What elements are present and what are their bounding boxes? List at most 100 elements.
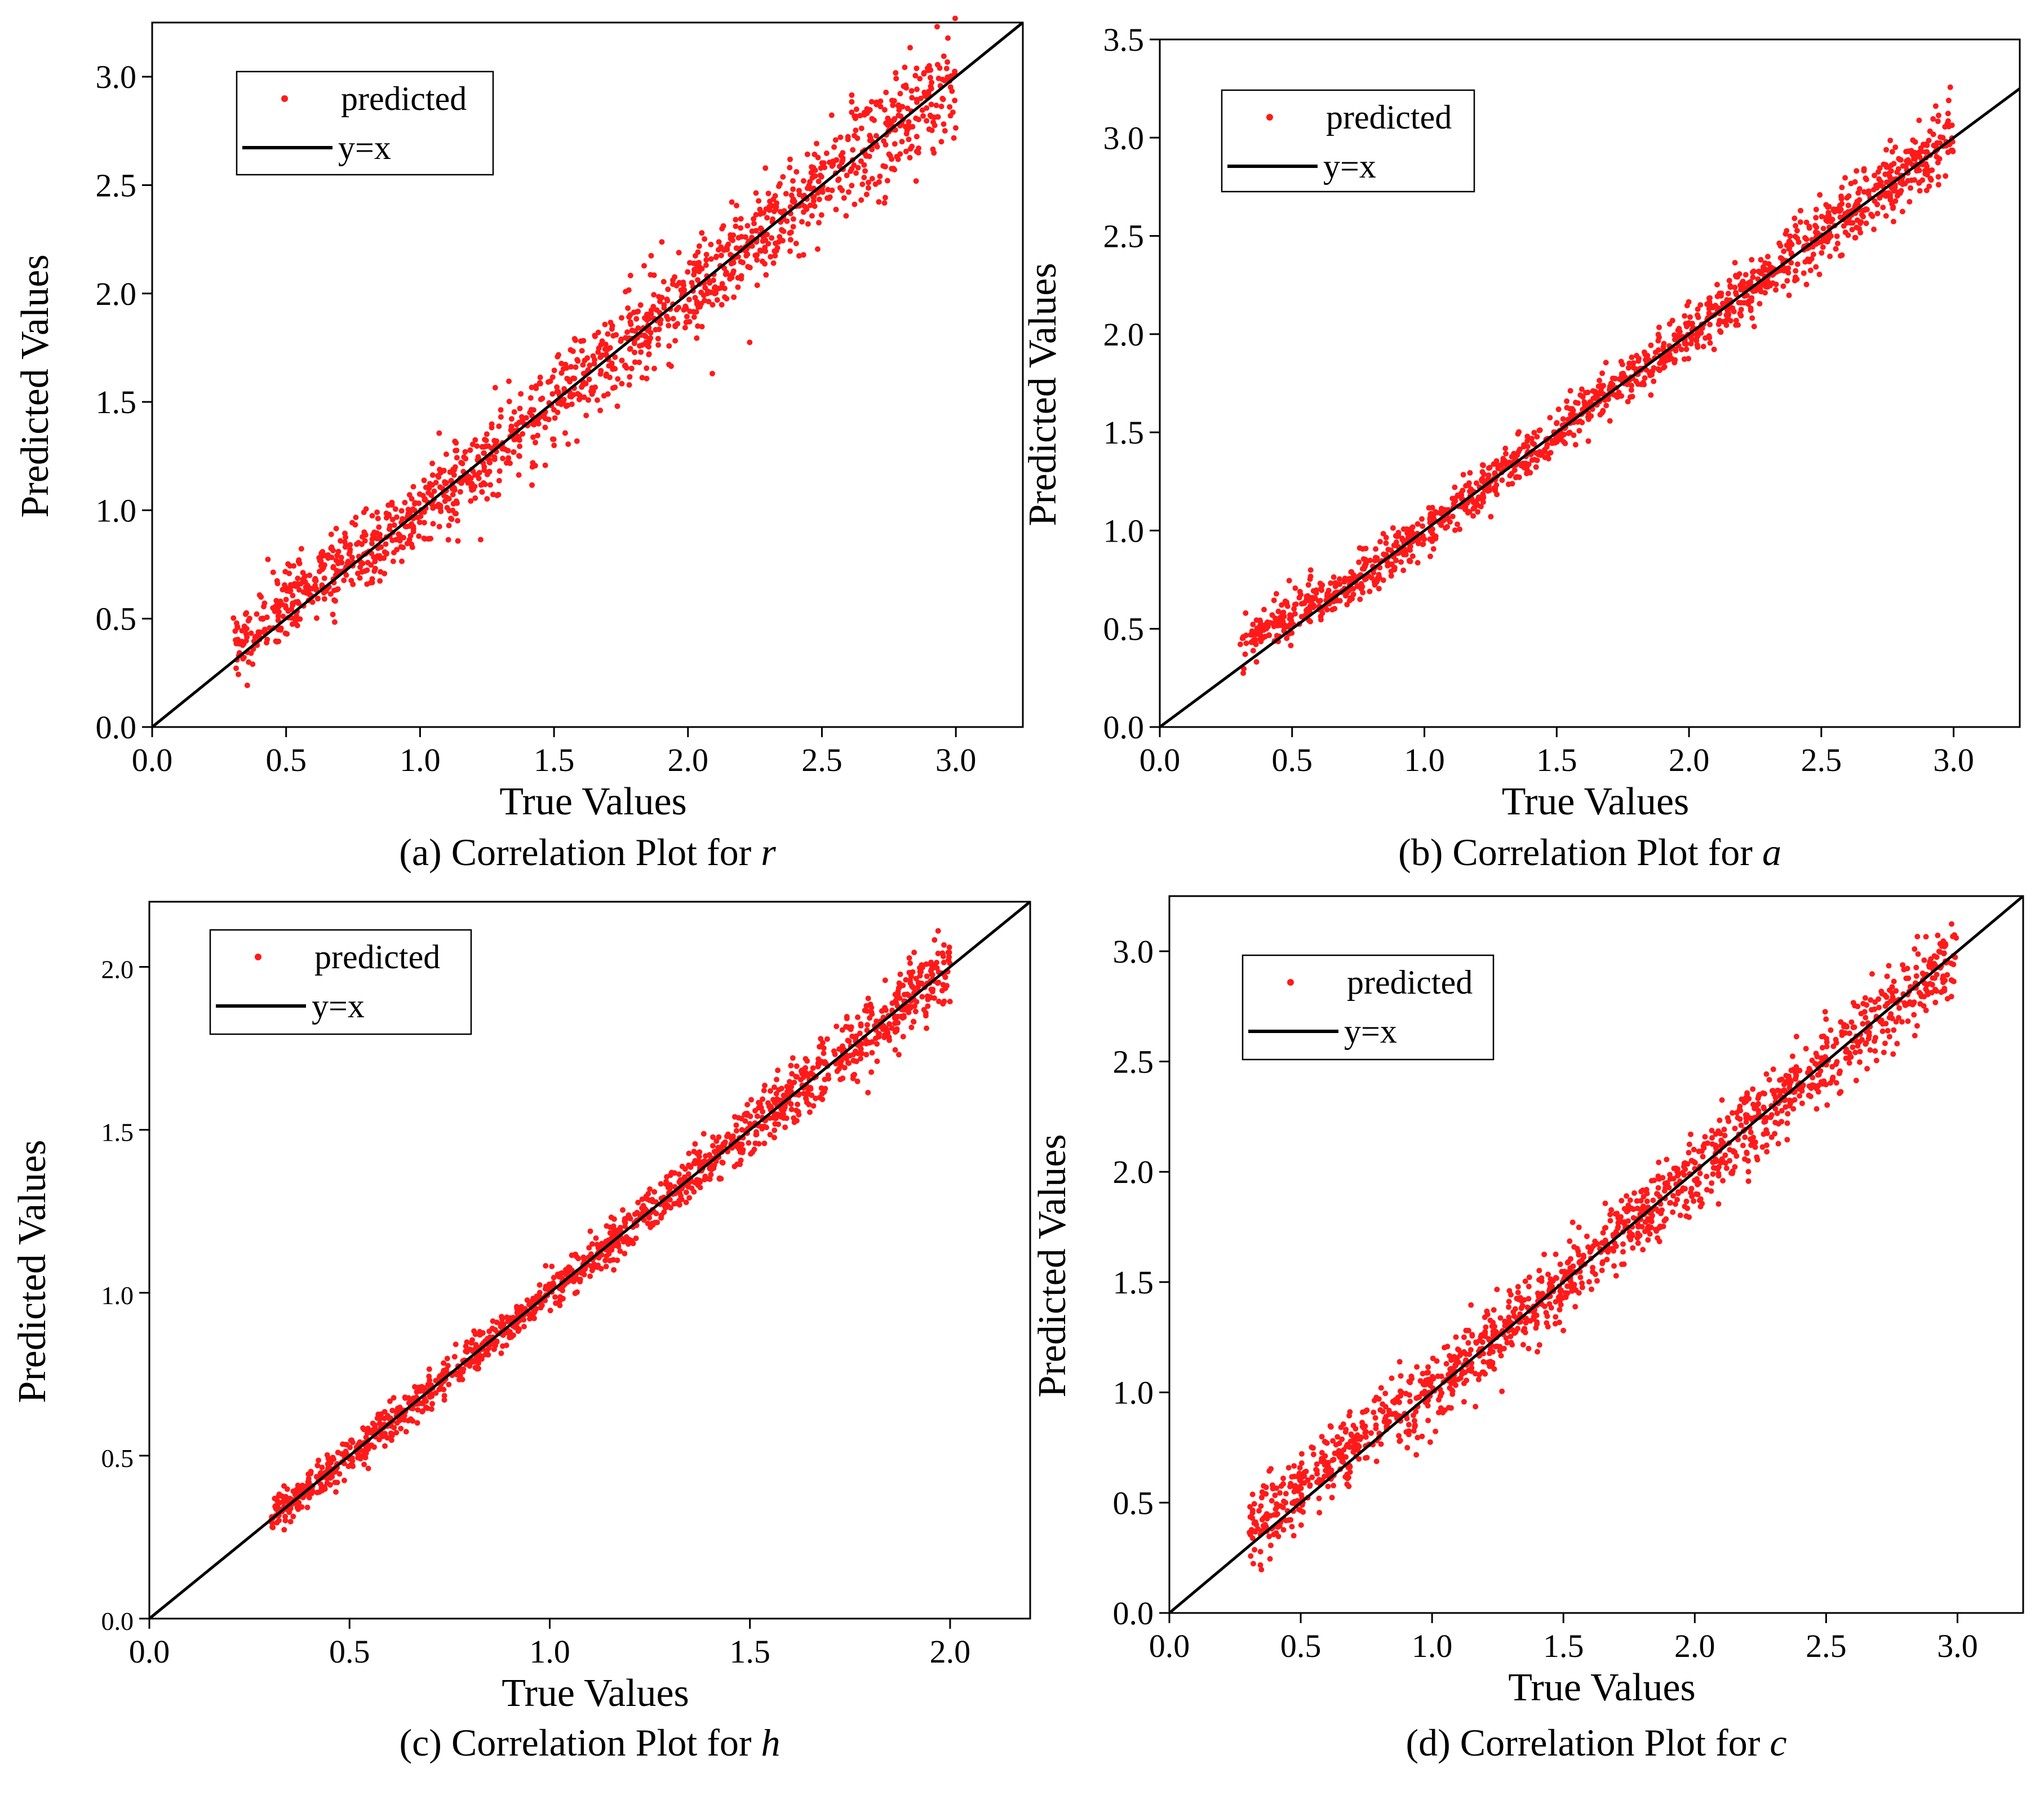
scatter-point: [869, 116, 875, 122]
scatter-point: [1751, 323, 1757, 330]
scatter-point: [889, 97, 895, 104]
scatter-point: [607, 345, 613, 351]
scatter-point: [428, 535, 434, 542]
x-tick-label: 2.0: [1669, 742, 1710, 778]
scatter-point: [676, 250, 682, 256]
scatter-point: [609, 323, 615, 329]
scatter-point: [703, 251, 710, 258]
scatter-point: [1554, 420, 1559, 427]
scatter-point: [363, 1450, 369, 1456]
scatter-point: [858, 197, 864, 203]
scatter-point: [518, 391, 524, 397]
x-tick-label: 1.0: [400, 742, 441, 778]
scatter-point: [1732, 285, 1738, 290]
scatter-point: [1445, 516, 1451, 522]
scatter-point: [839, 187, 845, 193]
scatter-point: [1468, 486, 1474, 492]
scatter-point: [361, 509, 367, 516]
scatter-point: [335, 1450, 341, 1456]
scatter-point: [738, 225, 744, 231]
scatter-point: [376, 524, 382, 530]
scatter-point: [347, 549, 353, 555]
scatter-point: [1846, 1060, 1852, 1066]
scatter-point: [1511, 467, 1518, 473]
scatter-point: [1856, 197, 1863, 203]
scatter-point: [349, 1437, 354, 1443]
scatter-point: [931, 150, 937, 156]
scatter-point: [368, 562, 374, 568]
scatter-point: [1748, 305, 1754, 311]
scatter-point: [1359, 583, 1365, 590]
scatter-point: [552, 1294, 558, 1300]
scatter-point: [1845, 202, 1851, 209]
scatter-point: [676, 1171, 682, 1177]
scatter-point: [800, 178, 806, 184]
scatter-point: [738, 1115, 744, 1122]
scatter-point: [398, 1425, 404, 1431]
scatter-point: [650, 1199, 655, 1205]
scatter-point: [865, 1089, 871, 1096]
scatter-point: [805, 221, 811, 227]
scatter-point: [651, 1189, 658, 1195]
scatter-point: [858, 1021, 864, 1027]
scatter-point: [787, 248, 793, 254]
scatter-point: [1785, 270, 1792, 276]
scatter-point: [1348, 569, 1354, 575]
scatter-point: [1863, 206, 1869, 212]
scatter-point: [404, 524, 410, 530]
scatter-point: [648, 335, 654, 341]
scatter-point: [409, 508, 415, 513]
scatter-point: [900, 1034, 906, 1040]
scatter-point: [517, 405, 523, 411]
scatter-point: [784, 1084, 790, 1089]
scatter-point: [565, 402, 571, 409]
scatter-point: [902, 64, 908, 70]
scatter-point: [858, 1056, 864, 1062]
scatter-point: [823, 150, 830, 156]
scatter-point: [849, 99, 855, 105]
scatter-point: [583, 380, 589, 387]
scatter-point: [756, 198, 762, 204]
scatter-point: [511, 1332, 516, 1339]
scatter-point: [1400, 526, 1407, 532]
scatter-point: [1709, 1180, 1715, 1186]
scatter-point: [938, 103, 945, 109]
scatter-point: [1935, 118, 1941, 125]
scatter-point: [793, 169, 800, 175]
scatter-point: [446, 496, 452, 502]
scatter-point: [695, 323, 701, 329]
scatter-point: [1597, 378, 1603, 384]
scatter-point: [410, 524, 416, 530]
y-tick-label: 2.5: [1103, 218, 1145, 255]
scatter-point: [1912, 946, 1918, 952]
scatter-point: [718, 244, 724, 250]
scatter-point: [370, 1420, 376, 1426]
scatter-point: [377, 1416, 383, 1422]
scatter-point: [810, 198, 817, 204]
scatter-point: [264, 614, 270, 621]
scatter-point: [491, 454, 498, 460]
scatter-point: [691, 314, 697, 320]
scatter-point: [869, 1050, 875, 1056]
y-tick-label: 1.5: [101, 1118, 134, 1147]
scatter-point: [1430, 546, 1436, 552]
scatter-point: [441, 1369, 447, 1375]
x-tick-label: 2.0: [930, 1633, 971, 1670]
scatter-point: [904, 105, 911, 112]
scatter-point: [233, 620, 240, 626]
scatter-point: [874, 99, 880, 105]
scatter-point: [1425, 1364, 1431, 1370]
scatter-point: [1854, 224, 1860, 231]
scatter-point: [1603, 402, 1610, 409]
scatter-point: [1677, 329, 1683, 335]
scatter-point: [454, 455, 460, 461]
scatter-point: [670, 316, 676, 322]
scatter-point: [1888, 168, 1894, 174]
scatter-point: [459, 480, 464, 486]
scatter-point: [688, 1164, 694, 1170]
scatter-point: [1659, 1207, 1665, 1213]
scatter-point: [1590, 388, 1596, 394]
scatter-point: [1830, 206, 1837, 212]
scatter-point: [1762, 1091, 1768, 1097]
scatter-point: [403, 1429, 409, 1435]
